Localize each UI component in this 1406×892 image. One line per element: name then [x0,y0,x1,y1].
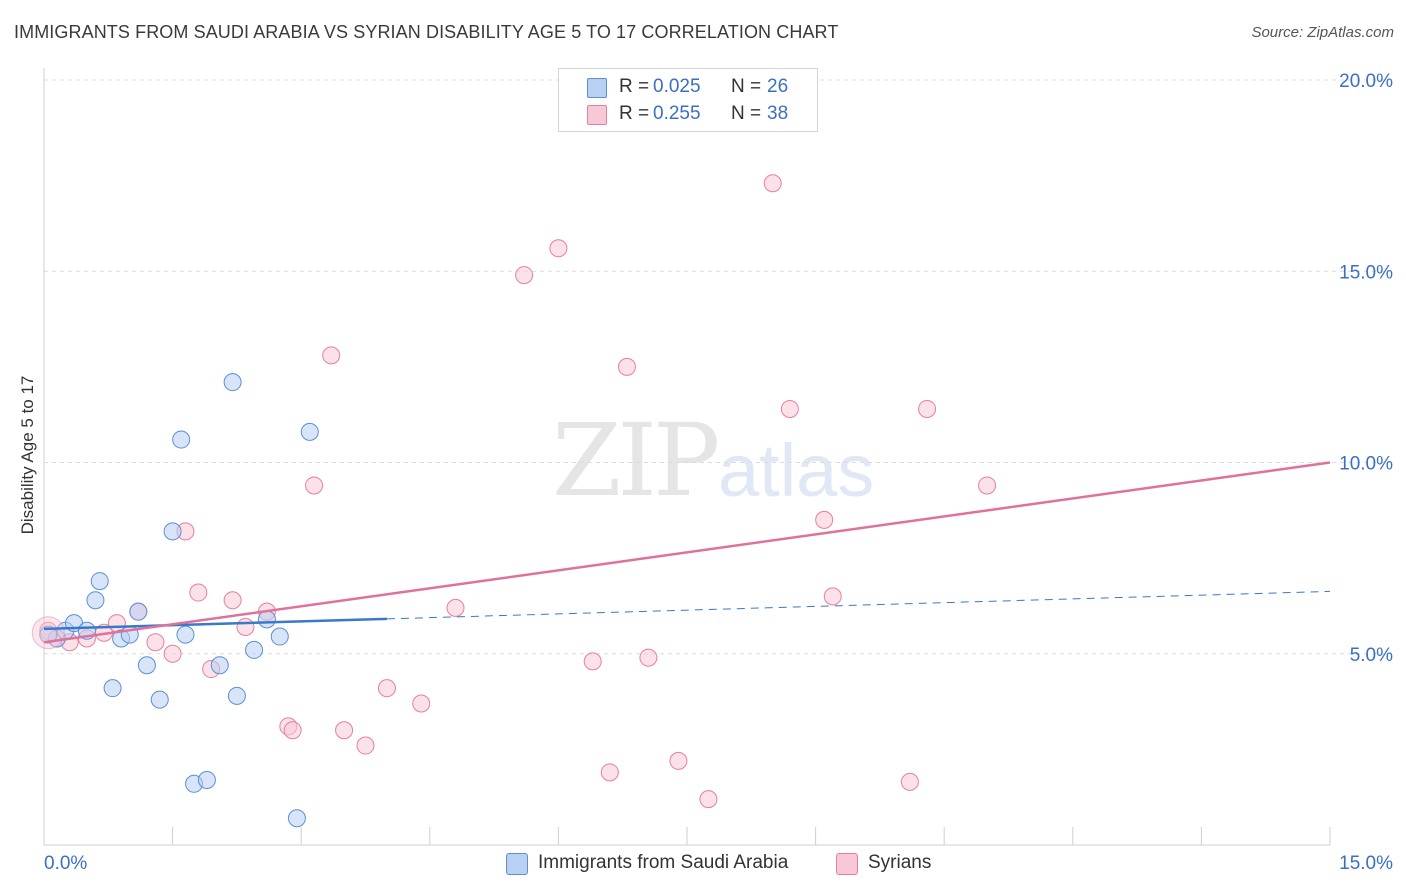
syrians-point [549,239,568,258]
syrians-point [146,633,165,652]
syrians-point [823,587,842,606]
legend-r-label: R = [619,76,650,97]
x-tick-label: 0.0% [44,853,87,874]
saudi-point [210,656,229,675]
saudi-point [176,625,195,644]
syrians-point [978,476,997,495]
syrians-point [583,652,602,671]
legend-n-value: 26 [767,76,789,97]
syrians-point [283,721,302,740]
saudi-trend-dashed [386,590,1331,620]
syrians-point [815,510,834,529]
y-tick-label: 5.0% [1350,645,1393,666]
legend-swatch-blue [587,78,607,98]
bottom-legend-swatch-blue [506,853,528,875]
saudi-point [300,422,319,441]
syrians-point [446,598,465,617]
bottom-legend-label: Syrians [868,852,932,873]
watermark-atlas: atlas [718,429,875,512]
saudi-point [257,610,276,629]
y-tick-label: 20.0% [1339,71,1393,92]
saudi-point [172,430,191,449]
legend-r-label: R = [619,103,650,124]
bottom-legend-label: Immigrants from Saudi Arabia [538,852,789,873]
correlation-legend: R = 0.025 N = 26 R = 0.255 N = 38 [558,68,818,132]
saudi-point [270,627,289,646]
syrians-point [617,357,636,376]
saudi-point [227,686,246,705]
syrians-point [699,790,718,809]
syrians-point [669,751,688,770]
syrians-cluster-point [31,616,65,650]
saudi-point [287,809,306,828]
syrians-point [918,399,937,418]
syrians-point [412,694,431,713]
saudi-point [245,640,264,659]
saudi-point [103,679,122,698]
syrians-point [763,174,782,193]
saudi-point [90,572,109,591]
saudi-point [39,625,58,644]
legend-r-value: 0.255 [653,103,701,124]
saudi-trend-solid [43,617,387,631]
syrians-point [639,648,658,667]
bottom-legend-swatch-pink [836,853,858,875]
saudi-point [137,656,156,675]
legend-r-value: 0.025 [653,76,701,97]
syrians-point [223,591,242,610]
syrians-trend-line [43,461,1331,644]
syrians-point [322,346,341,365]
syrians-point [189,583,208,602]
legend-n-label: N = [731,103,762,124]
y-tick-label: 15.0% [1339,262,1393,283]
source-label: Source: ZipAtlas.com [1251,24,1394,41]
y-tick-label: 10.0% [1339,454,1393,475]
saudi-point [129,602,148,621]
saudi-point [86,591,105,610]
syrians-point [305,476,324,495]
legend-n-label: N = [731,76,762,97]
x-tick-label: 15.0% [1339,853,1393,874]
syrians-point [600,763,619,782]
syrians-point [377,679,396,698]
legend-swatch-pink [587,105,607,125]
saudi-point [150,690,169,709]
syrians-point [515,266,534,285]
legend-n-value: 38 [767,103,789,124]
syrians-point [335,721,354,740]
syrians-point [780,399,799,418]
watermark-zip: ZIP [552,402,720,519]
saudi-point [197,770,216,789]
syrians-point [356,736,375,755]
saudi-point [223,373,242,392]
syrians-point [900,772,919,791]
saudi-point [163,522,182,541]
chart-title: IMMIGRANTS FROM SAUDI ARABIA VS SYRIAN D… [14,22,839,42]
syrians-point [236,617,255,636]
y-axis-label: Disability Age 5 to 17 [18,375,37,535]
syrians-point [163,644,182,663]
